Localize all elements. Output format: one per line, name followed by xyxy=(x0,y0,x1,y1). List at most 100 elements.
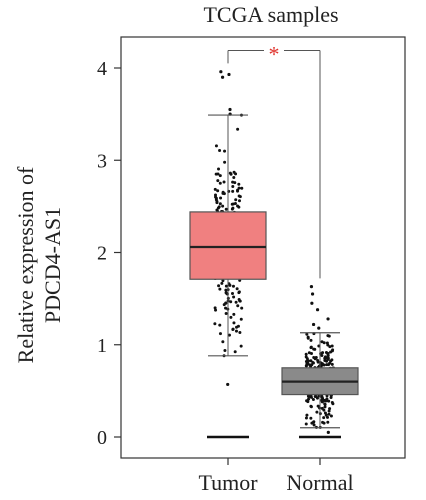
data-point xyxy=(224,284,228,288)
data-point xyxy=(309,338,313,342)
data-point xyxy=(231,189,235,193)
data-point xyxy=(221,191,225,195)
data-point xyxy=(305,413,309,417)
data-point xyxy=(213,187,217,191)
data-point xyxy=(309,359,313,363)
data-point xyxy=(314,394,318,398)
y-tick-label: 4 xyxy=(97,58,107,80)
data-point xyxy=(306,400,310,404)
data-point xyxy=(237,182,241,186)
outlier-point xyxy=(311,322,316,327)
data-point xyxy=(214,195,218,199)
outlier-point xyxy=(226,382,230,387)
data-point xyxy=(234,300,238,304)
data-point xyxy=(311,420,315,424)
data-point xyxy=(216,179,220,183)
data-point xyxy=(323,357,327,361)
data-point xyxy=(217,284,221,288)
data-point xyxy=(309,405,313,409)
data-point xyxy=(326,420,330,424)
data-point xyxy=(313,347,317,351)
data-point xyxy=(218,287,222,291)
data-point xyxy=(232,170,236,174)
data-point xyxy=(218,181,222,185)
data-point xyxy=(224,288,228,292)
chart-title: TCGA samples xyxy=(203,2,338,27)
data-point xyxy=(237,199,241,203)
outlier-point xyxy=(326,430,330,434)
data-point xyxy=(231,284,235,288)
data-point xyxy=(223,160,227,164)
significance-star: * xyxy=(269,41,280,66)
data-point xyxy=(233,181,237,185)
data-point xyxy=(218,332,222,336)
data-point xyxy=(216,206,220,210)
data-point xyxy=(230,291,234,295)
data-point xyxy=(320,395,324,399)
data-point xyxy=(330,362,334,366)
data-point xyxy=(320,398,324,402)
data-point xyxy=(240,186,244,190)
data-point xyxy=(224,301,228,305)
data-point xyxy=(322,416,326,420)
data-point xyxy=(309,352,313,356)
y-tick-label: 2 xyxy=(97,243,107,265)
data-point xyxy=(237,194,241,198)
data-point xyxy=(309,346,313,350)
data-point xyxy=(327,409,331,413)
data-point xyxy=(218,323,222,327)
box-tumor xyxy=(189,211,267,280)
data-point xyxy=(233,350,237,354)
data-point xyxy=(239,344,243,348)
data-point xyxy=(237,298,241,302)
outlier-point xyxy=(326,317,330,321)
data-point xyxy=(231,184,235,188)
data-point xyxy=(327,399,331,403)
data-point xyxy=(320,354,324,358)
outlier-point xyxy=(220,75,225,79)
data-point xyxy=(214,172,218,176)
boxes xyxy=(189,114,359,439)
data-point xyxy=(218,148,222,152)
data-point xyxy=(234,329,238,333)
data-point xyxy=(235,325,239,329)
data-point xyxy=(311,397,315,401)
data-point xyxy=(323,402,327,406)
outlier-point xyxy=(315,308,320,312)
data-point xyxy=(235,287,239,291)
data-point xyxy=(230,202,234,206)
data-point xyxy=(327,363,331,367)
data-point xyxy=(218,174,222,178)
y-axis: 0 1 2 3 4 xyxy=(97,58,121,449)
data-point xyxy=(224,291,228,295)
data-point xyxy=(323,405,327,409)
data-point xyxy=(325,341,329,345)
data-point xyxy=(214,144,218,148)
significance-bracket: * xyxy=(227,41,321,279)
data-point xyxy=(224,311,228,315)
outlier-point xyxy=(310,292,315,296)
data-point xyxy=(316,358,320,362)
data-point xyxy=(236,127,240,131)
data-point xyxy=(232,312,236,316)
data-point xyxy=(221,279,225,283)
y-tick-label: 3 xyxy=(97,150,107,172)
data-point xyxy=(231,327,235,331)
data-point xyxy=(214,308,218,312)
data-point xyxy=(222,180,226,184)
outlier-point xyxy=(227,72,231,77)
data-point xyxy=(217,167,221,171)
outlier-point xyxy=(310,301,314,305)
data-point xyxy=(306,359,310,363)
data-point xyxy=(322,341,326,345)
data-point xyxy=(240,306,244,310)
data-point xyxy=(234,198,238,202)
x-tick-label: Tumor xyxy=(198,470,258,495)
data-point xyxy=(327,412,331,416)
data-point xyxy=(311,361,315,365)
data-point xyxy=(327,334,331,338)
data-point xyxy=(328,345,332,349)
data-point xyxy=(304,416,308,420)
data-point xyxy=(224,207,228,211)
